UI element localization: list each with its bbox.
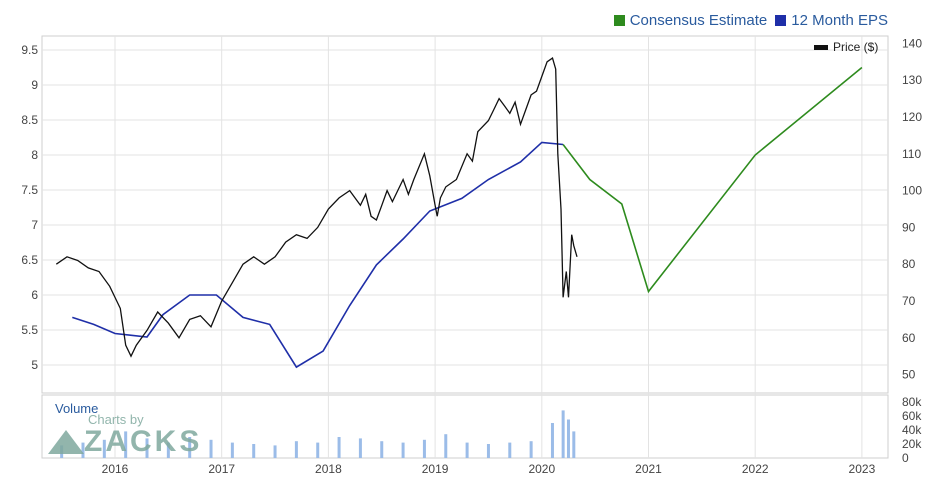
legend: Consensus Estimate 12 Month EPS [613,12,888,29]
price-legend: Price ($) [814,40,878,54]
zacks-logo-icon [48,430,84,454]
volume-tick-label: 60k [902,409,922,423]
right-tick-label: 120 [902,110,922,124]
volume-tick-label: 20k [902,437,922,451]
volume-bar [188,437,192,458]
volume-bar [508,442,512,458]
left-tick-label: 6 [31,288,38,302]
volume-bar [252,444,256,458]
volume-bar [550,423,554,458]
x-tick-label: 2018 [315,462,342,476]
volume-bar [380,441,384,458]
right-tick-label: 80 [902,257,916,271]
legend-eps-label: 12 Month EPS [791,12,888,29]
volume-bar [529,441,533,458]
left-tick-label: 5.5 [21,323,38,337]
x-tick-label: 2023 [849,462,876,476]
eps-swatch [775,15,787,26]
volume-bar [209,439,213,458]
left-tick-label: 8.5 [21,113,38,127]
right-tick-label: 110 [902,147,921,161]
volume-label: Volume [55,401,99,416]
x-tick-label: 2020 [528,462,555,476]
volume-bar [102,439,106,458]
x-tick-label: 2019 [422,462,449,476]
consensus-swatch [613,15,625,26]
volume-bar [81,442,85,458]
eps-line [72,141,564,369]
legend-consensus-label: Consensus Estimate [629,12,768,29]
left-tick-label: 5 [31,358,38,372]
right-tick-label: 140 [902,36,922,50]
volume-tick-label: 80k [902,395,922,409]
consensus-line [562,66,863,294]
x-tick-label: 2022 [742,462,769,476]
left-tick-label: 6.5 [21,253,38,267]
x-tick-label: 2021 [635,462,662,476]
x-tick-label: 2017 [208,462,235,476]
volume-bar [337,437,341,458]
volume-bar [273,445,277,458]
volume-bar [465,442,469,458]
price-line [55,57,578,358]
right-tick-label: 100 [902,184,922,198]
legend-item-eps: 12 Month EPS [775,12,888,29]
volume-bar [486,444,490,458]
volume-tick-label: 0 [902,451,909,465]
volume-bar [230,442,234,458]
left-tick-label: 7 [31,218,38,232]
watermark-brand: ZACKS [84,425,203,458]
volume-bar [444,434,448,458]
legend-item-consensus: Consensus Estimate [613,12,768,29]
right-tick-label: 90 [902,220,916,234]
left-tick-label: 8 [31,148,38,162]
volume-bar [316,442,320,458]
volume-tick-label: 40k [902,423,922,437]
right-tick-label: 70 [902,294,916,308]
volume-bar [124,431,128,458]
right-tick-label: 50 [902,368,916,382]
plot-area [41,35,889,394]
price-swatch [814,44,828,50]
volume-bar [145,438,149,458]
volume-bar [401,442,405,458]
volume-area [41,394,889,459]
volume-bar [358,438,362,458]
x-tick-label: 2016 [102,462,129,476]
right-tick-label: 130 [902,73,922,87]
left-tick-label: 9 [31,78,38,92]
volume-bar [166,442,170,458]
watermark-sub: Charts by [88,412,144,427]
left-tick-label: 9.5 [21,43,38,57]
volume-bar [294,441,298,458]
volume-bar [566,419,570,458]
right-tick-label: 60 [902,331,916,345]
volume-bar [572,431,576,458]
volume-bar [561,410,565,458]
left-tick-label: 7.5 [21,183,38,197]
price-legend-label: Price ($) [833,40,879,54]
volume-bar [422,439,426,458]
